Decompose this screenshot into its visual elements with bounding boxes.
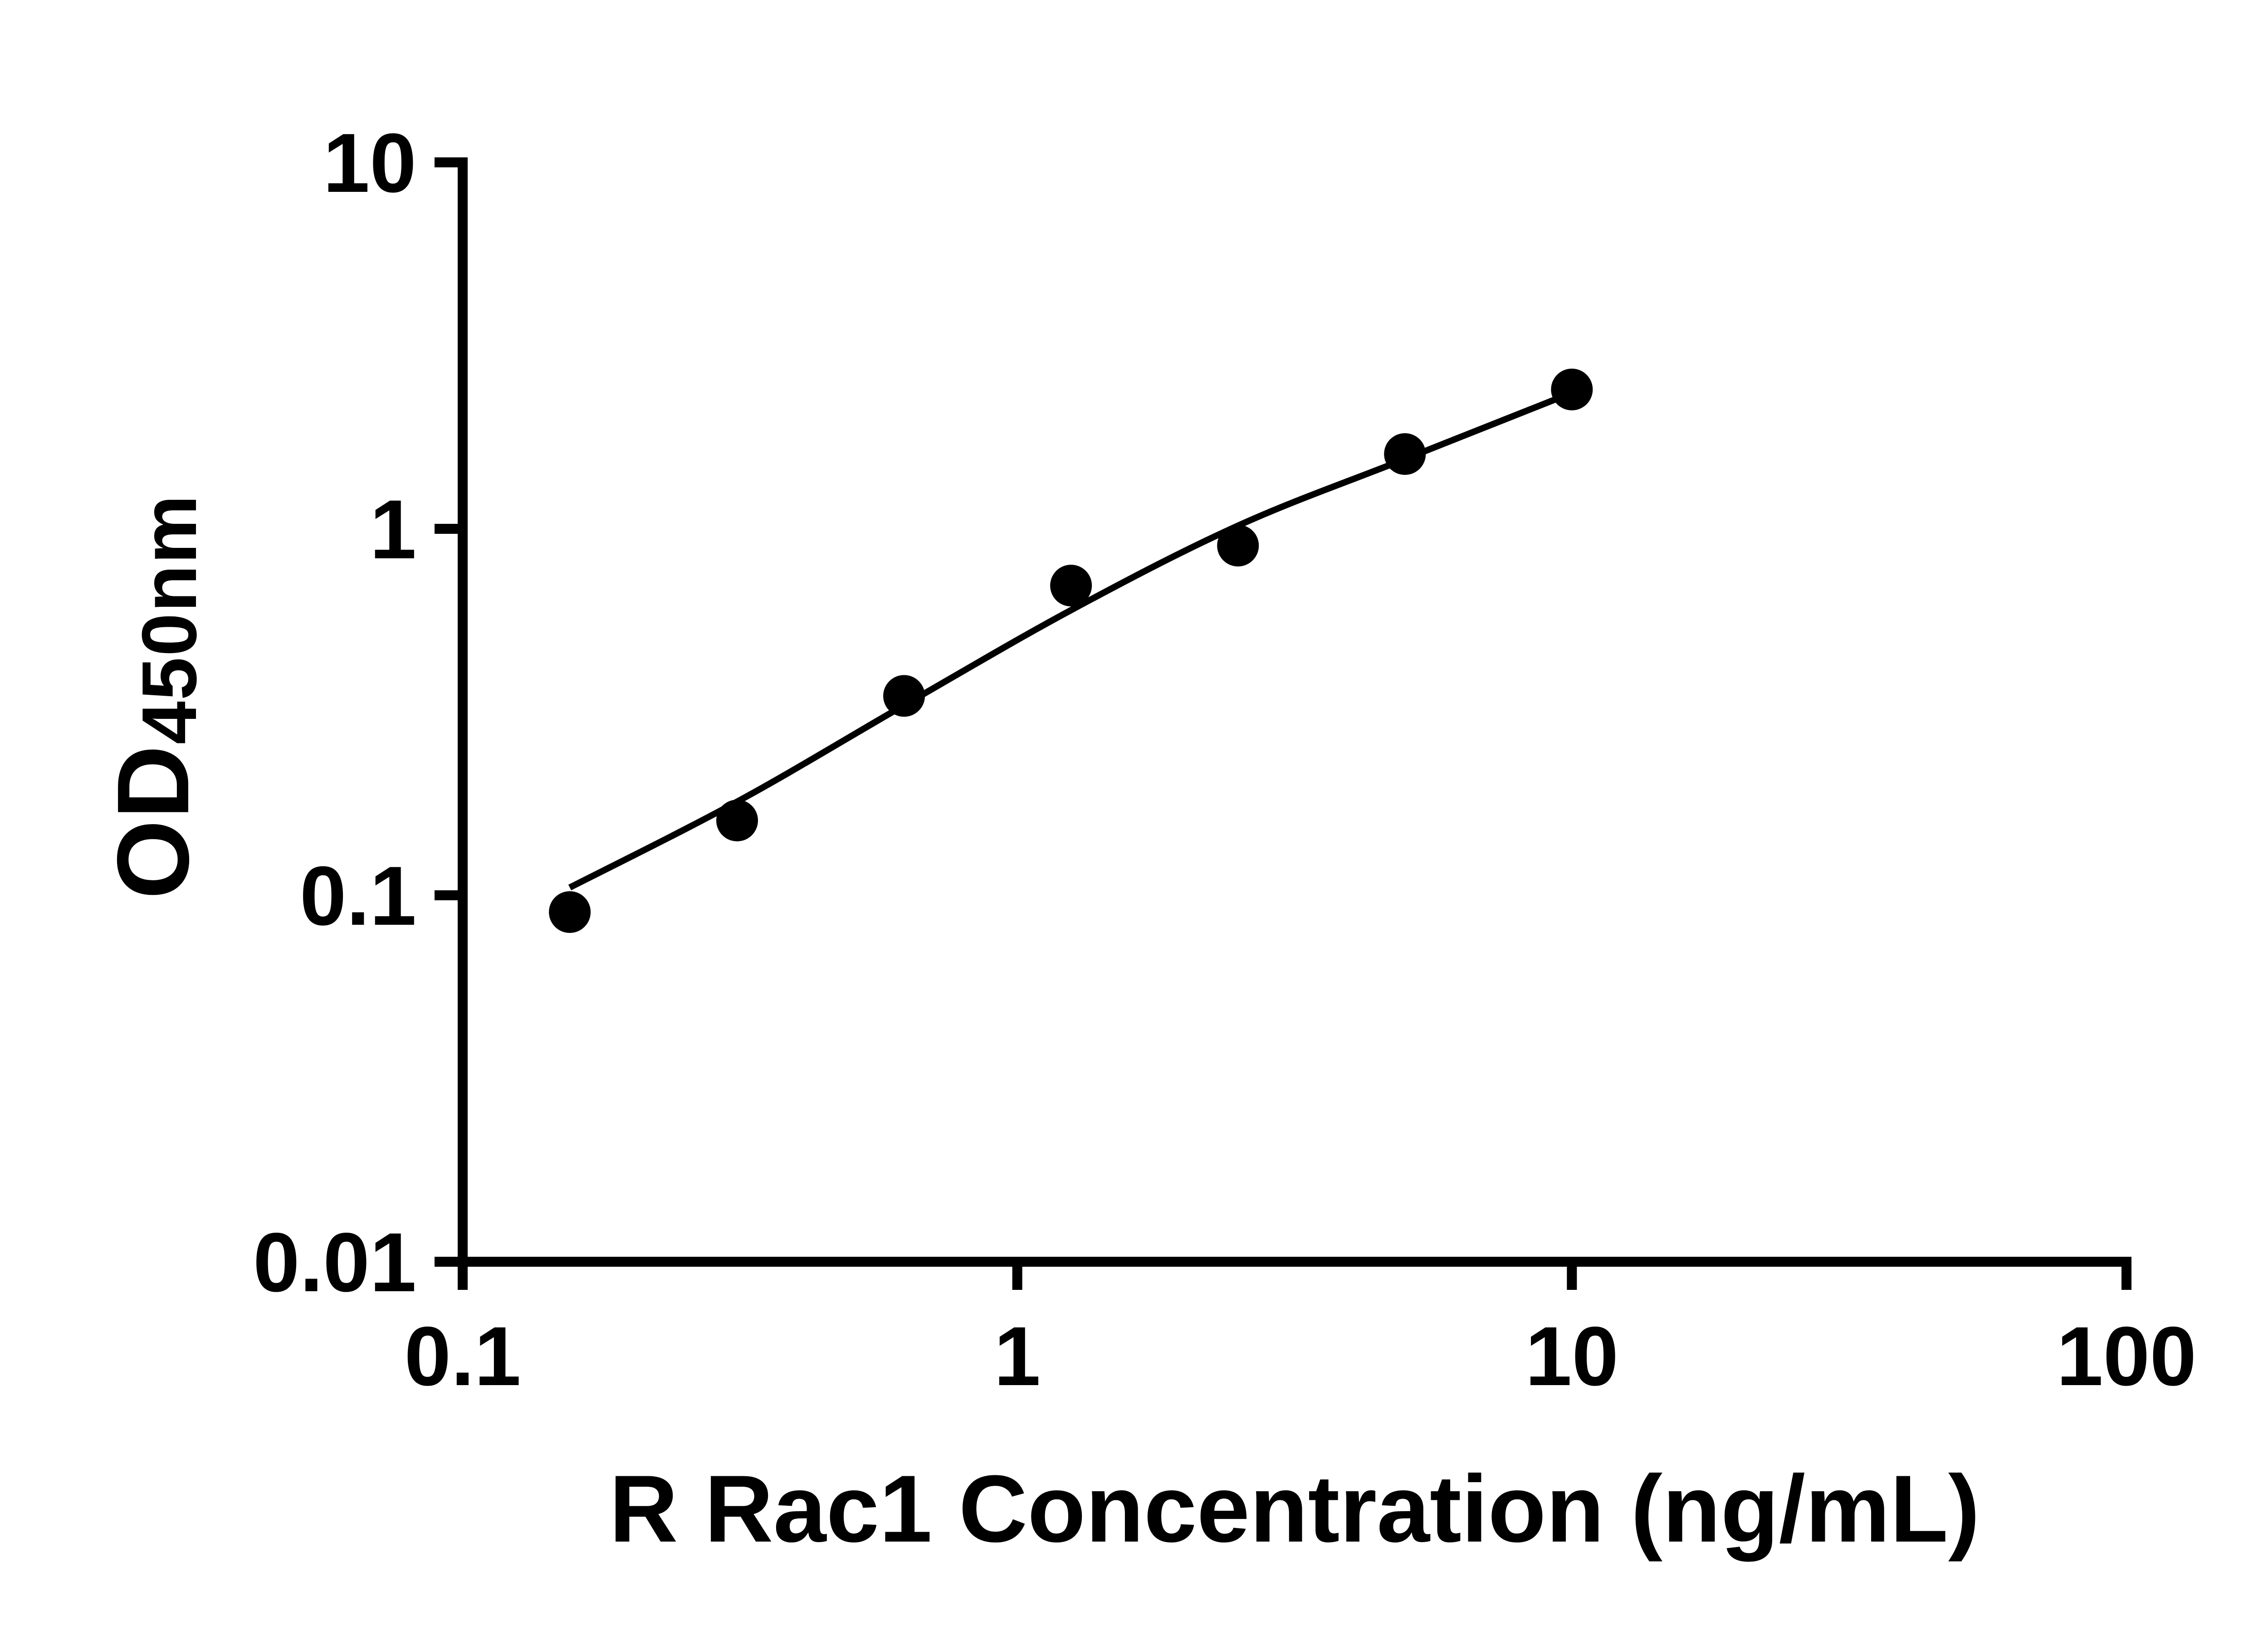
y-tick-label: 1 [370, 483, 416, 576]
y-axis-title-main: OD [95, 744, 210, 899]
x-axis-title: R Rac1 Concentration (ng/mL) [609, 1455, 1980, 1562]
x-tick-label: 10 [1525, 1310, 1618, 1403]
data-point-marker [1050, 565, 1092, 607]
x-tick-label: 1 [994, 1310, 1041, 1403]
axes [458, 157, 2131, 1267]
data-point-marker [1551, 368, 1593, 410]
y-axis-title: OD450nm [94, 494, 214, 899]
y-tick-label: 0.01 [253, 1216, 416, 1309]
tick-marks [435, 157, 2131, 1290]
y-axis-title-sub: 450nm [126, 494, 213, 745]
elisa-standard-curve-figure: 0.1 1 10 100 0.01 0.1 1 10 OD450nm R Rac1 Conce… [18, 7, 2268, 1625]
x-tick-label: 0.1 [404, 1310, 521, 1403]
data-points [549, 368, 1593, 933]
y-tick-label: 10 [323, 117, 416, 210]
x-tick-label: 100 [2057, 1310, 2197, 1403]
data-point-marker [549, 891, 591, 933]
y-tick-label: 0.1 [300, 849, 416, 943]
data-point-marker [883, 675, 925, 717]
data-point-marker [1217, 524, 1259, 566]
data-point-marker [716, 800, 758, 842]
data-point-marker [1384, 433, 1426, 475]
